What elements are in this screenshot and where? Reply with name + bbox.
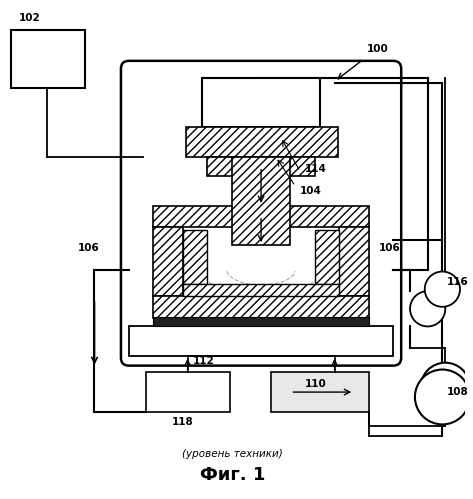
- Text: 118: 118: [172, 417, 193, 427]
- Bar: [183, 284, 340, 296]
- Bar: [153, 206, 369, 228]
- Text: Фиг. 1: Фиг. 1: [200, 467, 265, 485]
- Bar: [153, 296, 369, 317]
- Text: 100: 100: [367, 44, 389, 54]
- Text: 112: 112: [193, 356, 214, 366]
- Bar: [202, 78, 320, 128]
- Circle shape: [421, 363, 470, 412]
- Text: (уровень техники): (уровень техники): [182, 449, 283, 459]
- Text: 102: 102: [19, 12, 41, 22]
- Text: 106: 106: [78, 243, 99, 253]
- Bar: [129, 326, 394, 356]
- Bar: [185, 128, 338, 157]
- Bar: [232, 157, 290, 245]
- Bar: [153, 317, 369, 326]
- Bar: [207, 157, 315, 177]
- Circle shape: [425, 271, 460, 307]
- Bar: [315, 231, 340, 284]
- Bar: [147, 372, 230, 412]
- Circle shape: [410, 291, 445, 326]
- Circle shape: [415, 370, 470, 425]
- Bar: [340, 228, 369, 296]
- Text: 114: 114: [305, 164, 327, 174]
- Text: 116: 116: [447, 277, 469, 287]
- FancyBboxPatch shape: [121, 61, 401, 366]
- Bar: [153, 228, 183, 296]
- Text: 110: 110: [305, 379, 327, 389]
- Bar: [271, 372, 369, 412]
- Bar: [183, 231, 207, 284]
- Text: 108: 108: [447, 387, 469, 397]
- Bar: [11, 29, 85, 88]
- Text: 104: 104: [300, 186, 322, 196]
- Text: 106: 106: [379, 243, 401, 253]
